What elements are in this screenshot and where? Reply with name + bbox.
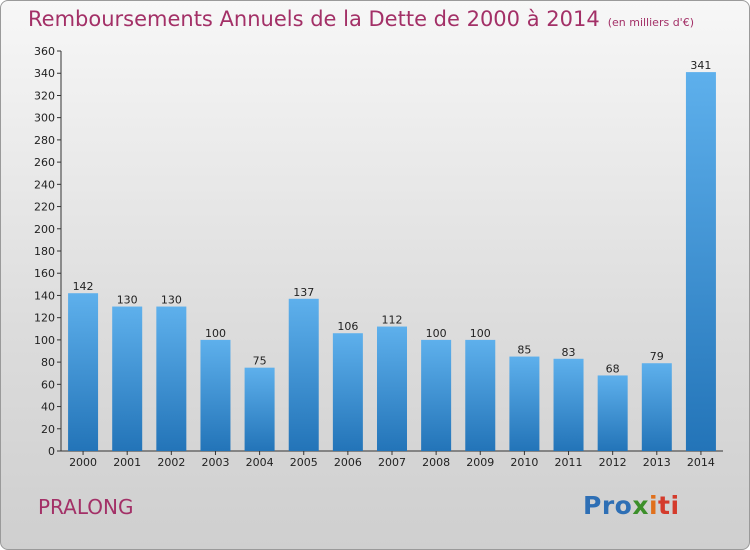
bar-2003 [200,339,231,451]
bar-2009 [465,339,496,451]
x-tick-label-2006: 2006 [334,456,362,469]
bar-2001 [112,306,143,451]
bar-2002 [156,306,187,451]
bar-2007 [377,326,407,451]
y-tick-label: 140 [34,289,55,302]
y-tick-label: 200 [34,223,55,236]
y-tick-label: 80 [41,356,55,369]
bar-2004 [244,367,275,451]
commune-name: PRALONG [38,495,134,519]
y-tick-label: 120 [34,312,55,325]
proxiti-logo: Proxiti [583,491,680,520]
logo-part-1: Pro [583,491,633,520]
y-tick-label: 240 [34,178,55,191]
x-tick-label-2012: 2012 [599,456,627,469]
x-tick-label-2002: 2002 [157,456,185,469]
x-tick-label-2013: 2013 [643,456,671,469]
unit-note: (en milliers d'€) [607,16,694,29]
y-tick-label: 360 [34,45,55,58]
x-tick-label-2004: 2004 [246,456,274,469]
bar-2005 [288,298,319,451]
bar-2014 [685,72,716,451]
y-tick-label: 160 [34,267,55,280]
data-label-2008: 100 [426,327,447,340]
logo-part-3: i [648,491,659,520]
x-tick-label-2001: 2001 [113,456,141,469]
x-tick-label-2003: 2003 [201,456,229,469]
data-label-2003: 100 [205,327,226,340]
bar-2008 [421,339,452,451]
x-tick-label-2009: 2009 [466,456,494,469]
data-label-2001: 130 [117,294,138,307]
x-tick-label-2007: 2007 [378,456,406,469]
data-label-2010: 85 [517,344,531,357]
y-tick-label: 280 [34,134,55,147]
bar-2006 [332,333,363,451]
y-tick-label: 40 [41,401,55,414]
x-tick-label-2008: 2008 [422,456,450,469]
axes: 0 20 40 60 80 100 120 140 160 180 200 220 240 260 280 3… [34,45,723,469]
bar-2010 [509,356,540,451]
y-tick-label: 100 [34,334,55,347]
data-label-2006: 106 [337,320,358,333]
data-label-2013: 79 [650,350,664,363]
data-label-2014: 341 [690,59,711,72]
x-tick-label-2000: 2000 [69,456,97,469]
data-label-2002: 130 [161,294,182,307]
data-label-2009: 100 [470,327,491,340]
chart-title: Remboursements Annuels de la Dette de 20… [28,7,694,31]
bar-2013 [641,363,672,451]
bar-2012 [597,375,628,451]
logo-part-2: x [632,491,649,520]
bars: 142 130 130 100 75 137 106 112 100 100 85 83 68 79 341 [68,59,716,451]
x-tick-label-2014: 2014 [687,456,715,469]
y-tick-label: 60 [41,378,55,391]
x-tick-label-2005: 2005 [290,456,318,469]
x-tick-label-2011: 2011 [555,456,583,469]
y-tick-label: 0 [48,445,55,458]
y-tick-label: 220 [34,201,55,214]
data-label-2005: 137 [293,286,314,299]
y-tick-label: 20 [41,423,55,436]
data-label-2012: 68 [606,362,620,375]
bar-2011 [553,358,584,451]
data-label-2000: 142 [73,280,94,293]
title-text: Remboursements Annuels de la Dette de 20… [28,7,600,31]
data-label-2011: 83 [562,346,576,359]
x-tick-label-2010: 2010 [510,456,538,469]
bar-2000 [68,293,99,451]
logo-part-4: ti [658,491,680,520]
data-label-2007: 112 [382,314,403,327]
data-label-2004: 75 [253,355,267,368]
y-tick-label: 180 [34,245,55,258]
y-tick-label: 300 [34,112,55,125]
y-tick-label: 320 [34,89,55,102]
y-tick-label: 340 [34,67,55,80]
y-tick-label: 260 [34,156,55,169]
